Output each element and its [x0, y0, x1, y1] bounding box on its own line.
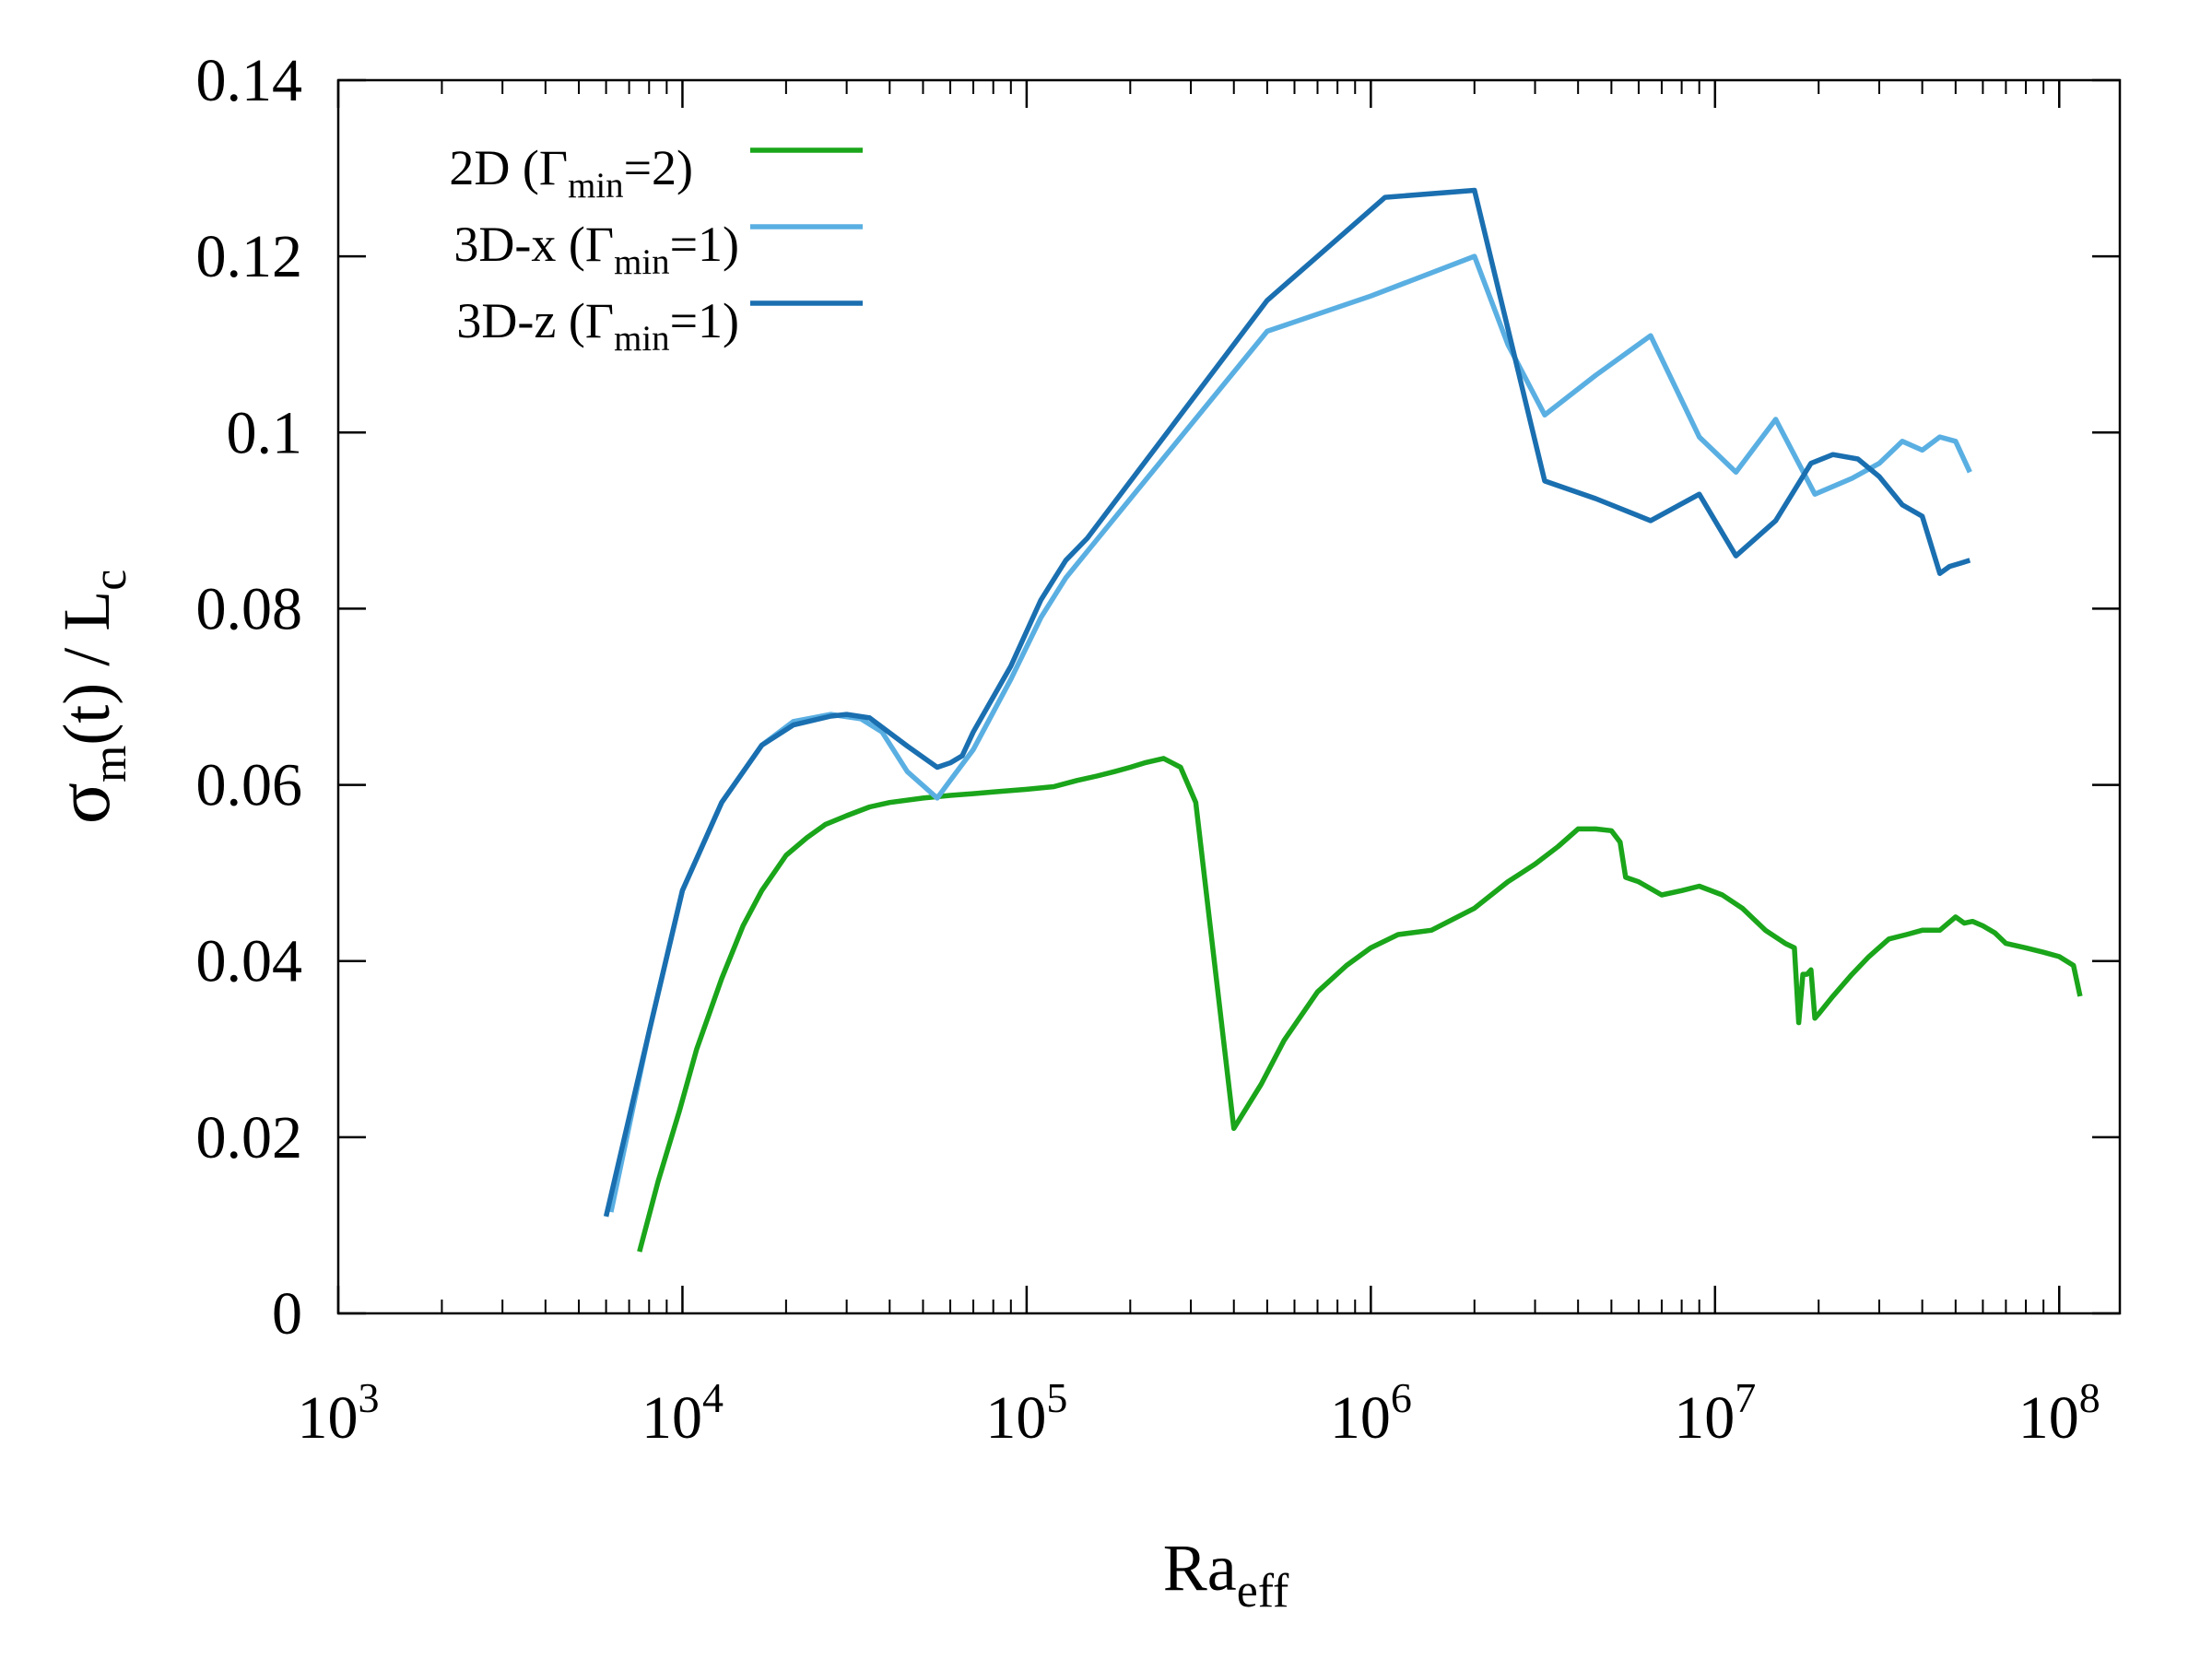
y-tick-label: 0	[272, 1280, 302, 1347]
y-tick-label: 0.12	[196, 223, 303, 290]
legend-3dz-pre: 3D-z (Γ	[456, 293, 614, 348]
y-axis-title-mid: (t) / L	[50, 591, 124, 746]
x-tick-exp: 7	[1735, 1374, 1756, 1421]
y-tick-label: 0.02	[196, 1104, 303, 1171]
legend-3dx-sub: min	[614, 242, 669, 282]
y-tick-label: 0.14	[196, 47, 303, 114]
legend-2d-sub: min	[568, 166, 623, 206]
x-tick-base: 10	[1330, 1384, 1391, 1452]
major-ticks	[336, 78, 2120, 1315]
x-tick-labels: 103 104 105 106 107 108	[298, 1374, 2100, 1452]
x-axis-title-sub: eff	[1237, 1565, 1289, 1618]
legend-3dz-post: =1)	[670, 293, 739, 348]
legend-label-3d-x: 3D-x (Γmin=1)	[453, 217, 739, 282]
x-axis-title: Raeff	[1163, 1531, 1289, 1618]
x-tick-label: 105	[985, 1374, 1067, 1452]
y-axis-title-end-sub: c	[84, 570, 136, 591]
legend-3dz-sub: min	[614, 319, 669, 359]
x-tick-exp: 8	[2079, 1374, 2100, 1421]
series-line-2	[603, 187, 1971, 1218]
x-tick-label: 103	[298, 1374, 380, 1452]
y-axis-title: σm(t) / Lc	[41, 570, 136, 825]
y-tick-label: 0.06	[196, 752, 303, 819]
legend-2d-post: =2)	[624, 140, 693, 195]
x-tick-label: 108	[2018, 1374, 2100, 1452]
legend-3dx-pre: 3D-x (Γ	[453, 217, 614, 272]
x-tick-base: 10	[985, 1384, 1046, 1452]
series-line-0	[637, 756, 2083, 1253]
y-tick-label: 0.08	[196, 575, 303, 642]
x-tick-exp: 3	[359, 1374, 380, 1421]
y-tick-label: 0.1	[227, 399, 303, 466]
legend-label-2d: 2D (Γmin=2)	[449, 140, 693, 206]
x-tick-base: 10	[2018, 1384, 2079, 1452]
x-tick-base: 10	[641, 1384, 702, 1452]
legend: 2D (Γmin=2) 3D-x (Γmin=1) 3D-z (Γmin=1)	[449, 140, 863, 359]
legend-3dx-post: =1)	[670, 217, 739, 272]
x-tick-base: 10	[298, 1384, 359, 1452]
series-line-1	[608, 253, 1972, 1213]
x-tick-exp: 5	[1046, 1374, 1067, 1421]
x-tick-exp: 4	[702, 1374, 724, 1421]
x-tick-label: 104	[641, 1374, 724, 1452]
series-lines	[603, 187, 2083, 1253]
x-tick-label: 106	[1330, 1374, 1412, 1452]
y-axis-title-sigma-sub: m	[84, 746, 136, 782]
legend-2d-pre: 2D (Γ	[449, 140, 568, 195]
x-tick-exp: 6	[1391, 1374, 1412, 1421]
y-tick-labels: 0 0.02 0.04 0.06 0.08 0.1 0.12 0.14	[196, 47, 303, 1347]
y-axis-title-sigma: σ	[41, 782, 126, 824]
plot-frame	[336, 78, 2122, 1315]
x-tick-label: 107	[1674, 1374, 1756, 1452]
y-tick-label: 0.04	[196, 928, 303, 995]
minor-ticks	[441, 80, 2045, 1313]
x-tick-base: 10	[1674, 1384, 1735, 1452]
x-axis-title-main: Ra	[1163, 1531, 1237, 1605]
legend-label-3d-z: 3D-z (Γmin=1)	[456, 293, 739, 359]
